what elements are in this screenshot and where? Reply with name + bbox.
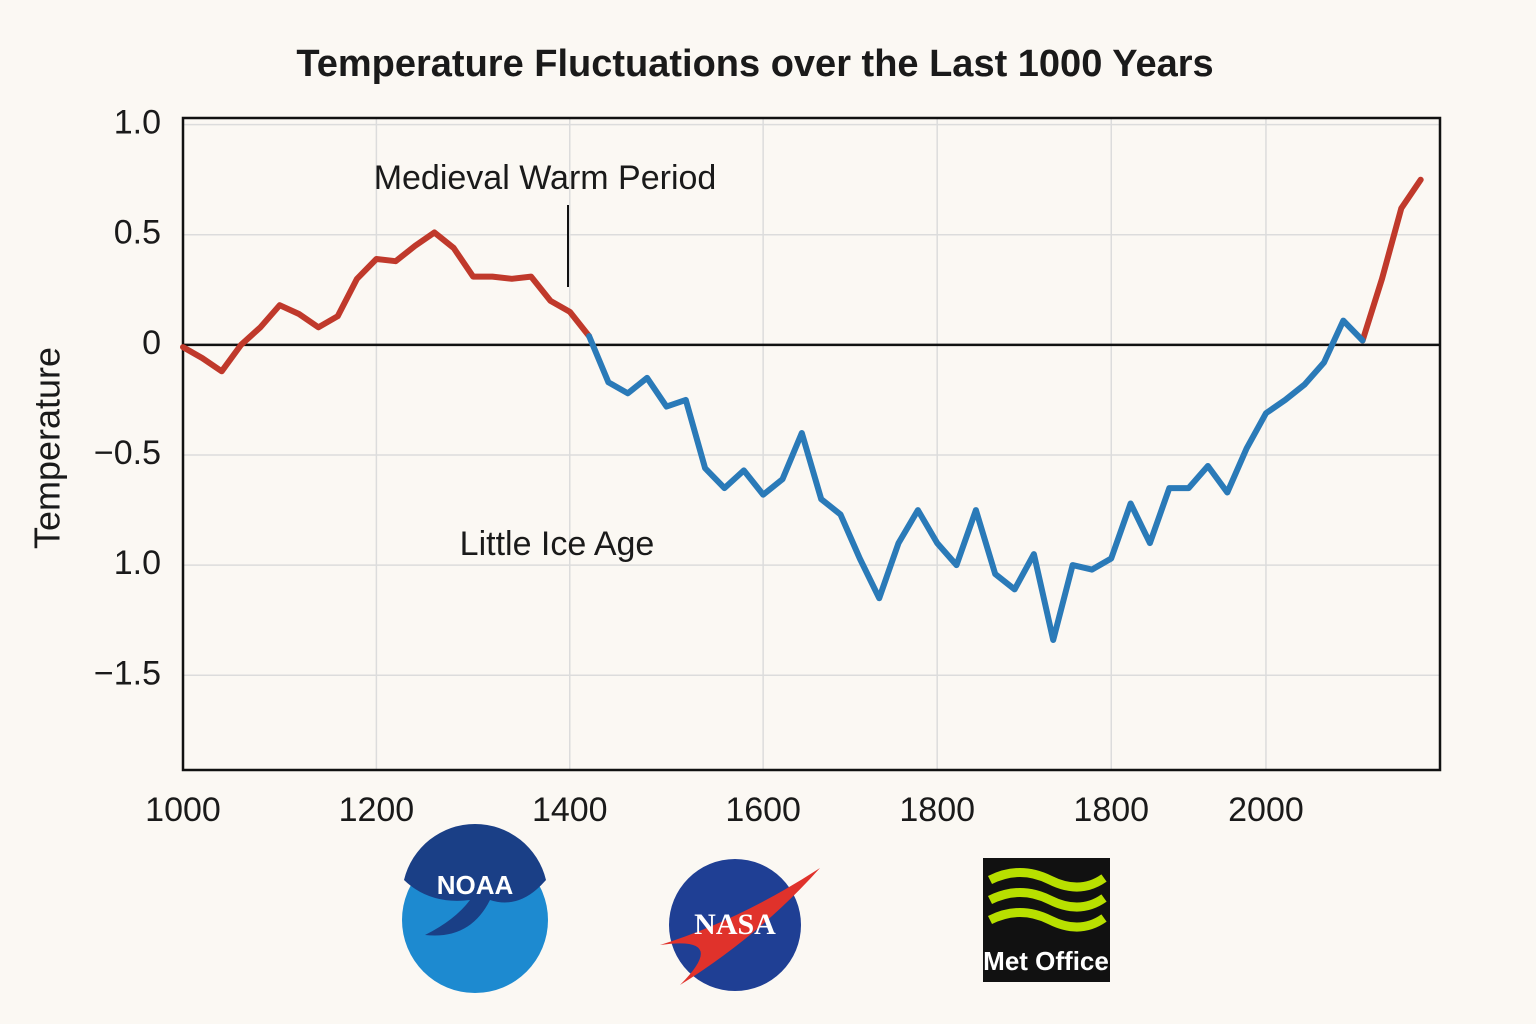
x-tick-label: 1600	[725, 791, 801, 829]
y-axis-label: Temperature	[27, 347, 68, 549]
line-series	[180, 176, 1424, 375]
met-office-logo: Met Office	[983, 858, 1110, 982]
logo-text: Met Office	[983, 946, 1109, 976]
y-tick-label: 0	[142, 324, 161, 362]
x-tick-label: 1200	[339, 791, 415, 829]
x-tick-label: 1400	[532, 791, 608, 829]
y-tick-label: 1.0	[114, 104, 161, 142]
noaa-logo: NOAA	[402, 823, 548, 993]
x-tick-label: 2000	[1228, 791, 1304, 829]
logo-text: NASA	[694, 908, 776, 941]
x-tick-label: 1800	[1073, 791, 1149, 829]
y-tick-label: −1.5	[94, 654, 161, 692]
annotation: Medieval Warm Period	[374, 159, 717, 197]
plot-area: 1.0 0.5 0 −0.5 1.0 −1.5 1000 1200 1400 1600 1800 18…	[94, 104, 1442, 829]
x-tick-label: 1800	[899, 791, 975, 829]
y-tick-label: 1.0	[114, 544, 161, 582]
annotation: Little Ice Age	[460, 525, 655, 563]
chart-title: Temperature Fluctuations over the Last 1…	[296, 43, 1213, 85]
line-series	[586, 317, 1366, 643]
logo-text: NOAA	[437, 870, 514, 900]
nasa-logo: NASA	[660, 859, 820, 991]
plot-frame	[181, 116, 1442, 772]
x-tick-label: 1000	[145, 791, 221, 829]
y-tick-label: 0.5	[114, 214, 161, 252]
y-tick-label: −0.5	[94, 434, 161, 472]
